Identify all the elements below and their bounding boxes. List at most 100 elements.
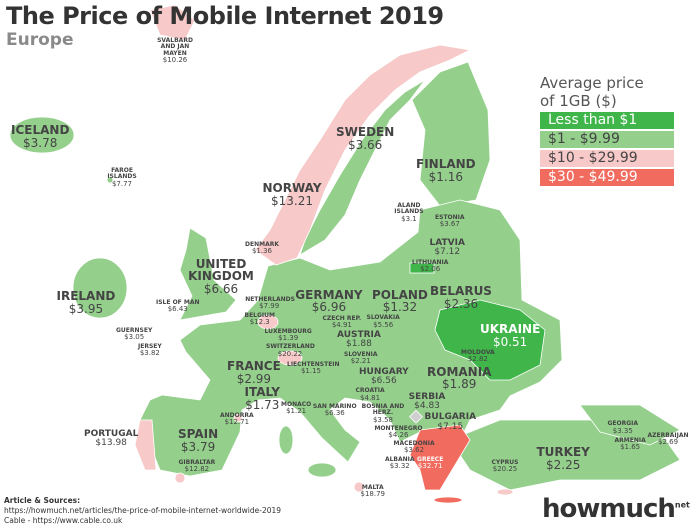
region-sardinia [278, 425, 294, 455]
legend-item-30-to-49: $30 - $49.99 [540, 169, 674, 186]
country-label-france: FRANCE $2.99 [227, 360, 281, 385]
country-label-denmark: DENMARK $1.36 [245, 241, 279, 256]
country-name: SAN MARINO [312, 402, 357, 410]
country-label-netherlands: NETHERLANDS $7.99 [245, 296, 295, 311]
country-label-lithuania: LITHUANIA $2.06 [412, 259, 448, 274]
country-price: $0.51 [492, 335, 528, 349]
country-label-latvia: LATVIA $7.12 [430, 238, 465, 258]
country-label-moldova: MOLDOVA $2.82 [461, 349, 495, 364]
country-name: TURKEY [536, 445, 590, 459]
country-name: LUXEMBOURG [264, 327, 312, 335]
country-label-romania: ROMANIA $1.89 [427, 366, 491, 391]
country-price: $2.82 [467, 355, 488, 364]
country-name: JERSEY [138, 343, 162, 351]
country-label-macedonia: MACEDONIA $3.62 [394, 440, 435, 455]
country-label-croatia: CROATIA $4.81 [356, 388, 385, 402]
country-label-belarus: BELARUS $2.36 [430, 285, 492, 310]
country-name: SWITZERLAND [266, 343, 315, 351]
country-label-turkey: TURKEY $2.25 [537, 446, 590, 471]
country-name: ANDORRA [220, 412, 254, 420]
logo-suffix: net [674, 500, 690, 510]
country-label-belgium: BELGIUM $12.3 [245, 312, 276, 327]
sources-heading: Article & Sources: [4, 496, 81, 505]
country-price: $12.71 [224, 418, 250, 427]
logo-text: howmuch [542, 494, 676, 524]
country-name: SPAIN [178, 427, 219, 441]
country-label-poland: POLAND $1.32 [372, 289, 428, 314]
country-label-iceland: ICELAND $3.78 [11, 124, 69, 149]
country-label-ukraine: UKRAINE $0.51 [480, 323, 540, 348]
country-price: $2.25 [546, 457, 581, 472]
country-price: $1.73 [245, 398, 280, 413]
region-ireland [72, 257, 128, 319]
country-name: MONACO [281, 401, 312, 408]
region-iceland [9, 116, 75, 154]
country-name: NETHERLANDS [245, 296, 295, 304]
country-price: $1.21 [286, 407, 307, 416]
country-price: $1.88 [346, 339, 372, 350]
country-name: SERBIA [408, 391, 446, 402]
country-price: $7.12 [434, 247, 461, 258]
country-label-serbia: SERBIA $4.83 [408, 391, 446, 412]
country-name: BULGARIA [424, 412, 477, 423]
region-portugal [134, 419, 157, 471]
country-name: HUNGARY [359, 366, 409, 377]
country-name: MALTA [361, 484, 384, 491]
country-label-slovenia: SLOVENIA $2.21 [344, 351, 378, 366]
country-price: $2.36 [443, 296, 479, 311]
country-price: $3.58 [372, 415, 393, 424]
country-label-estonia: ESTONIA $3.67 [435, 214, 465, 229]
country-price: $6.36 [324, 409, 345, 418]
country-name: ALAND ISLANDS [394, 202, 424, 216]
country-name: BELARUS [430, 284, 492, 298]
region-finland [411, 61, 491, 207]
country-label-greece: GREECE $32.71 [417, 455, 444, 471]
country-label-malta: MALTA $18.79 [361, 484, 386, 499]
country-price: $5.56 [373, 320, 394, 329]
country-name: ARMENIA [614, 436, 646, 444]
country-label-azerbaijan: AZERBAIJAN $2.69 [647, 432, 689, 447]
country-name: PORTUGAL [84, 429, 139, 439]
country-price: $3.82 [139, 349, 160, 358]
country-price: $2.21 [350, 357, 371, 366]
country-label-switzerland: SWITZERLAND $20.22 [266, 343, 315, 358]
country-label-aland-islands: ALAND ISLANDS $3.1 [385, 202, 433, 223]
country-name: GREECE [417, 455, 444, 463]
country-name: SVALBARD AND JAN MAYEN [157, 37, 193, 57]
country-price: $4.91 [331, 320, 352, 329]
country-price: $12.3 [249, 317, 270, 326]
country-price: $3.1 [401, 214, 417, 223]
region-faroe [106, 176, 114, 184]
country-label-finland: FINLAND $1.16 [416, 158, 476, 183]
sources-link-cable[interactable]: Cable - https://www.cable.co.uk [4, 516, 123, 525]
country-price: $2.99 [236, 371, 272, 386]
country-name: SLOVENIA [344, 351, 378, 359]
country-label-cyprus: CYPRUS $20.25 [492, 459, 519, 474]
country-price: $3.32 [389, 461, 410, 470]
country-name: AZERBAIJAN [647, 432, 689, 439]
country-name: BOSNIA AND HERZ. [361, 402, 405, 417]
country-price: $12.82 [184, 465, 210, 474]
country-name: SWEDEN [336, 125, 395, 139]
country-price: $1.36 [251, 247, 273, 256]
region-sweden [299, 79, 426, 256]
country-label-luxembourg: LUXEMBOURG $1.39 [264, 327, 312, 343]
country-label-spain: SPAIN $3.79 [178, 428, 218, 453]
country-label-italy: ITALY $1.73 [245, 386, 280, 411]
country-name: LIECHTENSTEIN [287, 361, 340, 369]
country-label-liechtenstein: LIECHTENSTEIN $1.15 [287, 361, 340, 376]
country-name: CROATIA [355, 387, 385, 395]
country-price: $20.25 [492, 465, 518, 474]
country-price: $10.26 [162, 55, 188, 64]
country-label-bosnia-and-herz: BOSNIA AND HERZ. $3.58 [359, 402, 407, 424]
country-price: $1.32 [382, 300, 418, 315]
country-price: $3.05 [124, 333, 145, 342]
region-sicily [307, 462, 337, 478]
country-name: ITALY [244, 385, 280, 400]
region-crete [433, 496, 463, 504]
sources-link-article[interactable]: https://howmuch.net/articles/the-price-o… [4, 506, 282, 515]
howmuch-logo: howmuchnet [542, 494, 690, 524]
country-price: $4.26 [388, 430, 409, 439]
country-name: GEORGIA [607, 420, 639, 428]
